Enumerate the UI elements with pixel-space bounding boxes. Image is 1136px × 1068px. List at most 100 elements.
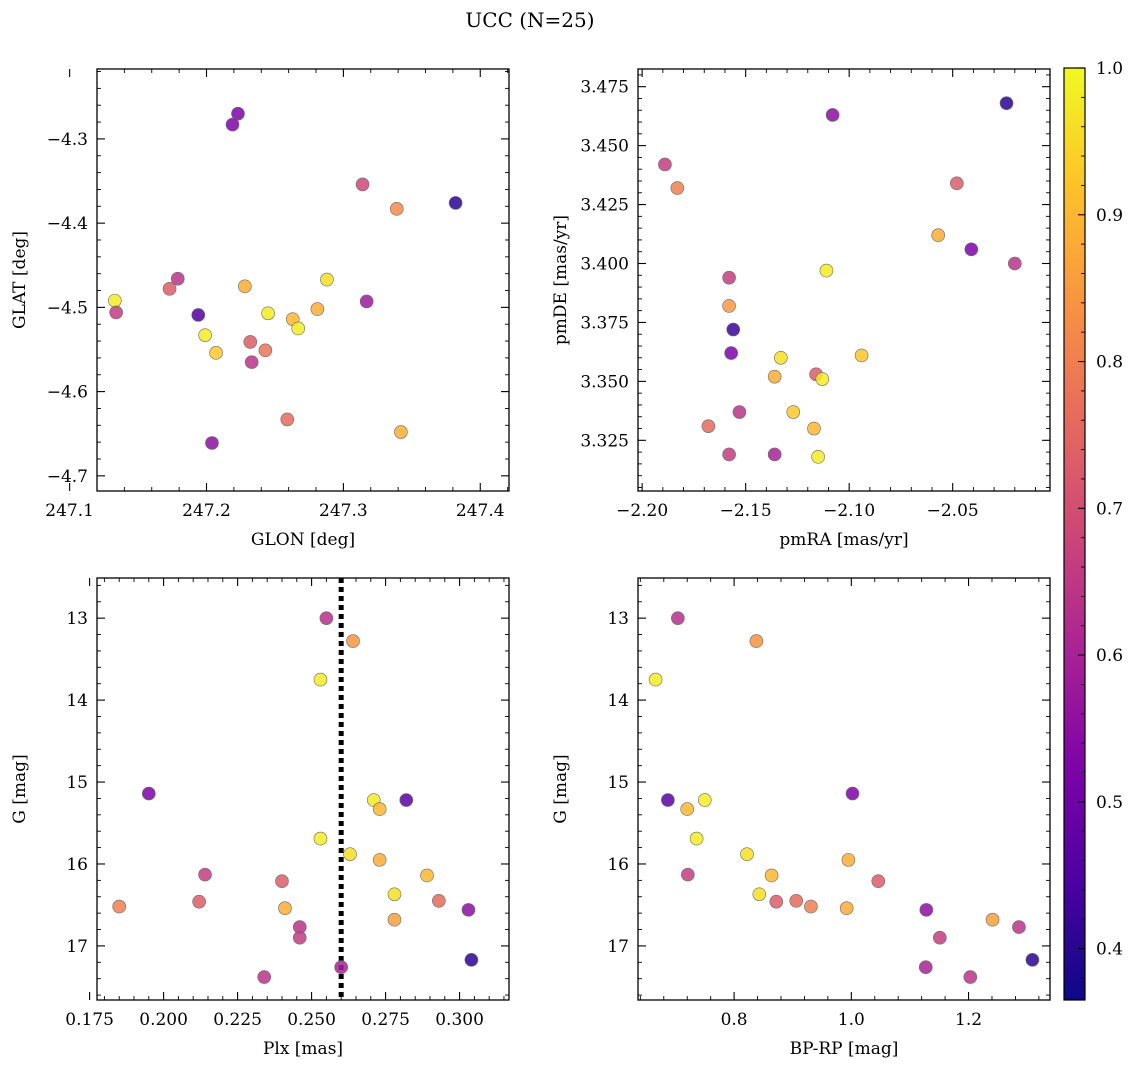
data-point xyxy=(789,894,804,908)
y-tick-label: 3.450 xyxy=(580,137,629,157)
y-tick-label: 3.400 xyxy=(580,254,629,274)
x-axis-label: pmRA [mas/yr] xyxy=(779,530,908,550)
y-tick-label: 3.425 xyxy=(580,196,629,216)
data-point xyxy=(841,853,856,867)
data-point xyxy=(343,847,357,861)
data-point xyxy=(209,346,223,360)
data-point xyxy=(461,903,476,917)
data-point xyxy=(689,831,704,846)
data-point xyxy=(346,634,360,648)
data-point xyxy=(681,867,695,882)
data-point xyxy=(355,177,370,192)
y-tick-label: 13 xyxy=(607,609,629,629)
y-axis-label: G [mag] xyxy=(10,754,30,823)
data-point xyxy=(933,930,947,945)
data-point xyxy=(275,874,289,888)
data-point xyxy=(698,793,712,807)
data-point xyxy=(740,847,754,861)
data-point xyxy=(767,447,782,462)
x-tick-label: −2.15 xyxy=(720,501,772,521)
figure-title: UCC (N=25) xyxy=(465,8,595,32)
panel-pmra-pmde: −2.20 −2.15 −2.10 −2.05 3.325 3.350 3.375 3.400… xyxy=(551,68,1051,550)
data-point xyxy=(764,868,779,883)
y-tick-label: −4.7 xyxy=(47,467,88,487)
data-point xyxy=(387,912,402,927)
data-point xyxy=(732,405,747,419)
x-tick-label: 247.2 xyxy=(182,501,231,521)
data-point xyxy=(648,672,663,687)
x-tick-label: 0.300 xyxy=(435,1010,484,1030)
data-point xyxy=(372,802,387,816)
data-point xyxy=(313,831,328,846)
y-tick-label: 15 xyxy=(607,773,629,793)
data-point xyxy=(963,970,978,984)
x-tick-label: 0.175 xyxy=(65,1010,114,1030)
data-point xyxy=(752,887,767,902)
data-point xyxy=(774,350,788,365)
x-tick-label: −2.05 xyxy=(927,501,979,521)
data-point xyxy=(670,181,685,195)
data-point xyxy=(191,308,206,322)
x-tick-label: 1.2 xyxy=(955,1010,982,1030)
data-point xyxy=(238,279,252,294)
data-point xyxy=(658,157,672,172)
y-tick-label: −4.5 xyxy=(47,298,88,318)
panel-glon-glat: 247.1 247.2 247.3 247.4 −4.3 −4.4 −4.5 −4.6 −4.7… xyxy=(10,68,510,550)
plot-frame xyxy=(96,68,510,492)
colorbar: 1.0 0.9 0.8 0.7 0.6 0.5 0.4 xyxy=(1063,59,1123,1001)
data-point xyxy=(107,293,122,308)
panel-bprp-g: 0.8 1.0 1.2 13 14 15 16 17 BP-RP [mag] G [mag] xyxy=(551,577,1051,1059)
colorbar-gradient xyxy=(1064,68,1085,1000)
data-point xyxy=(661,793,675,807)
x-tick-label: 247.1 xyxy=(45,501,94,521)
data-point xyxy=(845,786,860,801)
y-tick-label: 14 xyxy=(66,691,88,711)
y-tick-label: 15 xyxy=(66,773,88,793)
data-point xyxy=(359,294,374,309)
y-tick-label: 3.325 xyxy=(580,431,629,451)
plot-frame xyxy=(96,577,510,1001)
data-point xyxy=(192,894,206,909)
data-point xyxy=(319,611,334,625)
y-tick-label: 3.375 xyxy=(580,313,629,333)
data-point xyxy=(399,793,414,807)
data-point xyxy=(225,117,240,132)
y-tick-label: −4.3 xyxy=(47,130,88,150)
data-point xyxy=(198,867,212,882)
data-point xyxy=(724,346,738,360)
data-point xyxy=(811,450,825,464)
data-point xyxy=(1012,920,1026,934)
x-tick-label: 247.3 xyxy=(319,501,368,521)
data-point xyxy=(999,96,1014,110)
x-tick-label: 0.275 xyxy=(361,1010,410,1030)
data-point xyxy=(804,899,818,914)
y-tick-label: 14 xyxy=(607,691,629,711)
data-point xyxy=(198,328,212,342)
data-point xyxy=(231,106,245,121)
y-tick-label: −4.6 xyxy=(47,383,88,403)
colorbar-frame xyxy=(1063,67,1086,1001)
data-point xyxy=(162,282,177,296)
data-point xyxy=(141,786,156,801)
data-point xyxy=(825,108,840,122)
colorbar-tick-label: 0.6 xyxy=(1096,646,1123,666)
plot-frame xyxy=(637,68,1051,492)
data-point xyxy=(205,436,219,450)
x-tick-label: 0.8 xyxy=(721,1010,748,1030)
data-point xyxy=(394,425,408,439)
data-point xyxy=(749,634,764,648)
data-point xyxy=(722,270,736,285)
data-point xyxy=(291,321,306,336)
data-point xyxy=(310,302,325,316)
y-tick-label: 17 xyxy=(607,937,629,957)
data-point xyxy=(170,271,185,286)
data-point xyxy=(950,176,964,191)
x-axis-label: GLON [deg] xyxy=(251,530,355,550)
x-tick-label: −2.10 xyxy=(823,501,875,521)
data-point xyxy=(807,421,821,436)
y-tick-label: 3.475 xyxy=(580,78,629,98)
x-tick-label: 247.4 xyxy=(456,501,505,521)
data-point xyxy=(420,868,434,883)
x-tick-label: −2.20 xyxy=(616,501,668,521)
data-point xyxy=(786,405,801,419)
